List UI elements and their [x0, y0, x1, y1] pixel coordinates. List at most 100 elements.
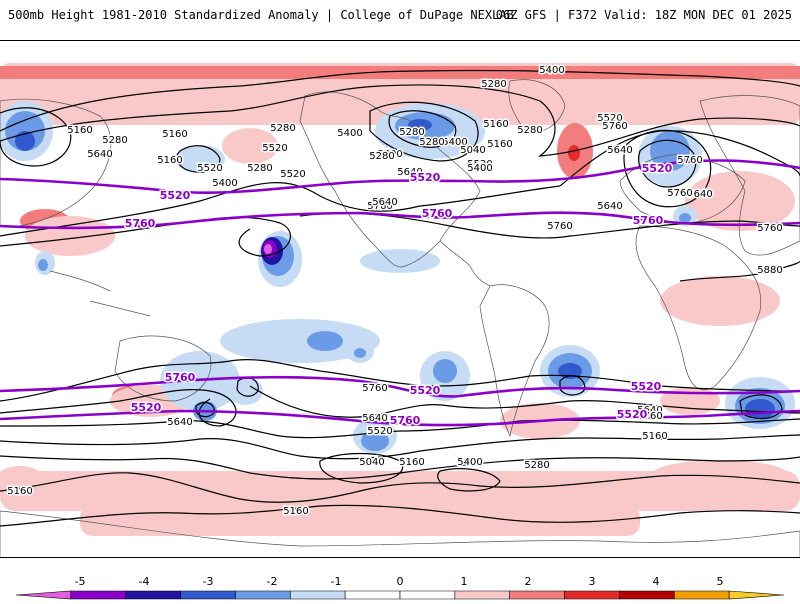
highlight-contour-label-6: 5760 [165, 371, 196, 384]
highlight-contour-label-4: 5760 [422, 207, 453, 220]
anomaly-pos-antarctic-band [0, 471, 800, 511]
anomaly-band-arctic-strong [0, 66, 800, 79]
contour-5040-canada [388, 110, 457, 148]
contour-5760-north-highlight [0, 211, 800, 230]
contour-label-16: 5520 [280, 169, 305, 180]
contour-label-46: 5160 [642, 431, 667, 442]
contour-5520-south [0, 418, 800, 439]
contour-5520-north-highlight [0, 159, 800, 195]
header: 500mb Height 1981-2010 Standardized Anom… [0, 0, 800, 30]
colorbar-tick-label: -2 [267, 575, 278, 588]
colorbar-tick-label: 5 [717, 575, 724, 588]
colorbar-segment [15, 590, 72, 600]
contour-label-36: 5520 [197, 163, 222, 174]
contour-label-2: 5160 [67, 125, 92, 136]
contour-5160-antarctic [0, 504, 800, 527]
contour-5040-south [319, 452, 404, 484]
contour-label-29: 5760 [367, 201, 392, 212]
contour-5160-south [0, 472, 800, 503]
highlight-contour-label-7: 5520 [410, 384, 441, 397]
contour-label-21: 5760 [602, 121, 627, 132]
colorbar-segment [673, 590, 730, 600]
anomaly-map: 5400 5280 5160 5160 5280 5400 5280 5160 5400 5280… [0, 40, 800, 558]
colorbar-segment [509, 590, 565, 600]
anomaly-neg-south-pacific-3-core [433, 359, 457, 383]
contour-5760-south [0, 359, 800, 402]
coastline-antarctica [0, 510, 800, 557]
anomaly-neg-nz-core [354, 348, 366, 358]
contour-label-25: 5760 [757, 223, 782, 234]
contour-label-40: 5400 [457, 457, 482, 468]
coastline-africa [635, 225, 762, 391]
colorbar-tick-label: 0 [397, 575, 404, 588]
anomaly-neg-ne-asia-center [15, 131, 35, 151]
contour-label-17: 5280 [369, 151, 394, 162]
coastline-asia-west [0, 98, 112, 227]
colorbar-tick-label: 4 [653, 575, 660, 588]
contour-label-30: 5640 [372, 197, 397, 208]
contour-label-7: 5160 [483, 119, 508, 130]
colorbar-bar [15, 590, 785, 600]
colorbar-tick-label: 1 [461, 575, 468, 588]
contour-5160-canada [369, 101, 479, 162]
contour-5160-ne-asia [0, 107, 72, 167]
contour-label-48: 5160 [283, 506, 308, 517]
anomaly-neg-tropical-pacific [220, 319, 380, 363]
anomaly-pos-south-pacific [0, 466, 45, 496]
coastline-maritime [49, 270, 151, 317]
colorbar-segment [399, 590, 456, 600]
anomaly-pos-antarctic-band-2 [80, 506, 640, 536]
coastlines [0, 79, 800, 557]
colorbar-tick-label: -4 [139, 575, 150, 588]
contour-label-33: 5160 [157, 155, 182, 166]
contour-label-15: 5640 [397, 167, 422, 178]
colorbar-tick-label: -5 [75, 575, 86, 588]
contour-5040-southern-ocean [437, 468, 501, 492]
contour-5640-south [0, 385, 800, 427]
model-run-info: 06Z GFS | F372 Valid: 18Z MON DEC 01 202… [495, 8, 792, 22]
contour-label-45: 5760 [637, 411, 662, 422]
contour-label-6: 5280 [399, 127, 424, 138]
contour-label-1: 5280 [481, 79, 506, 90]
contour-5160-bering [176, 145, 221, 173]
contour-5880-africa [679, 260, 800, 282]
contour-label-12: 5280 [419, 137, 444, 148]
anomaly-neg-tropics-west-core [38, 259, 48, 271]
colorbar-segment [235, 590, 291, 600]
contour-label-38: 5040 [359, 457, 384, 468]
contour-label-41: 5280 [524, 460, 549, 471]
contour-label-35: 5280 [102, 135, 127, 146]
anomaly-neg-southern-indian-center [745, 399, 775, 419]
anomaly-neg-australia-south [227, 377, 263, 405]
anomaly-pos-north-pacific [222, 128, 278, 164]
contour-label-28: 5640 [597, 201, 622, 212]
highlight-contour-label-2: 5520 [642, 162, 673, 175]
contour-label-47: 5160 [7, 486, 32, 497]
anomaly-shading [0, 63, 800, 536]
colorbar-segment [70, 590, 127, 600]
contour-label-26: 5880 [757, 265, 782, 276]
coastline-south-america [479, 284, 550, 438]
contour-5760-south-highlight [0, 375, 800, 398]
anomaly-colorbar: -5 -4 -3 -2 -1 0 1 2 3 4 5 [0, 574, 800, 600]
contour-low-indian [739, 394, 783, 420]
anomaly-pos-africa [660, 276, 780, 326]
colorbar-segment [454, 590, 511, 600]
colorbar-ticks: -5 -4 -3 -2 -1 0 1 2 3 4 5 [75, 575, 724, 588]
contour-label-42: 5640 [362, 413, 387, 424]
colorbar-segment [180, 590, 236, 600]
contour-label-8: 5400 [442, 137, 467, 148]
contour-5280-scandinavia [638, 139, 697, 188]
anomaly-neg-bering [175, 145, 225, 173]
contour-5520-south-highlight [0, 409, 800, 427]
contour-5640-north [0, 182, 561, 237]
contour-label-50: 5760 [362, 383, 387, 394]
anomaly-neg-mid-atlantic-core [679, 213, 691, 223]
contour-label-22: 5760 [677, 155, 702, 166]
anomaly-neg-pacific-cutoff-core [264, 244, 272, 254]
anomaly-pos-east-asia [25, 216, 115, 256]
contour-label-49: 5640 [167, 417, 192, 428]
map-title: 500mb Height 1981-2010 Standardized Anom… [8, 8, 514, 22]
